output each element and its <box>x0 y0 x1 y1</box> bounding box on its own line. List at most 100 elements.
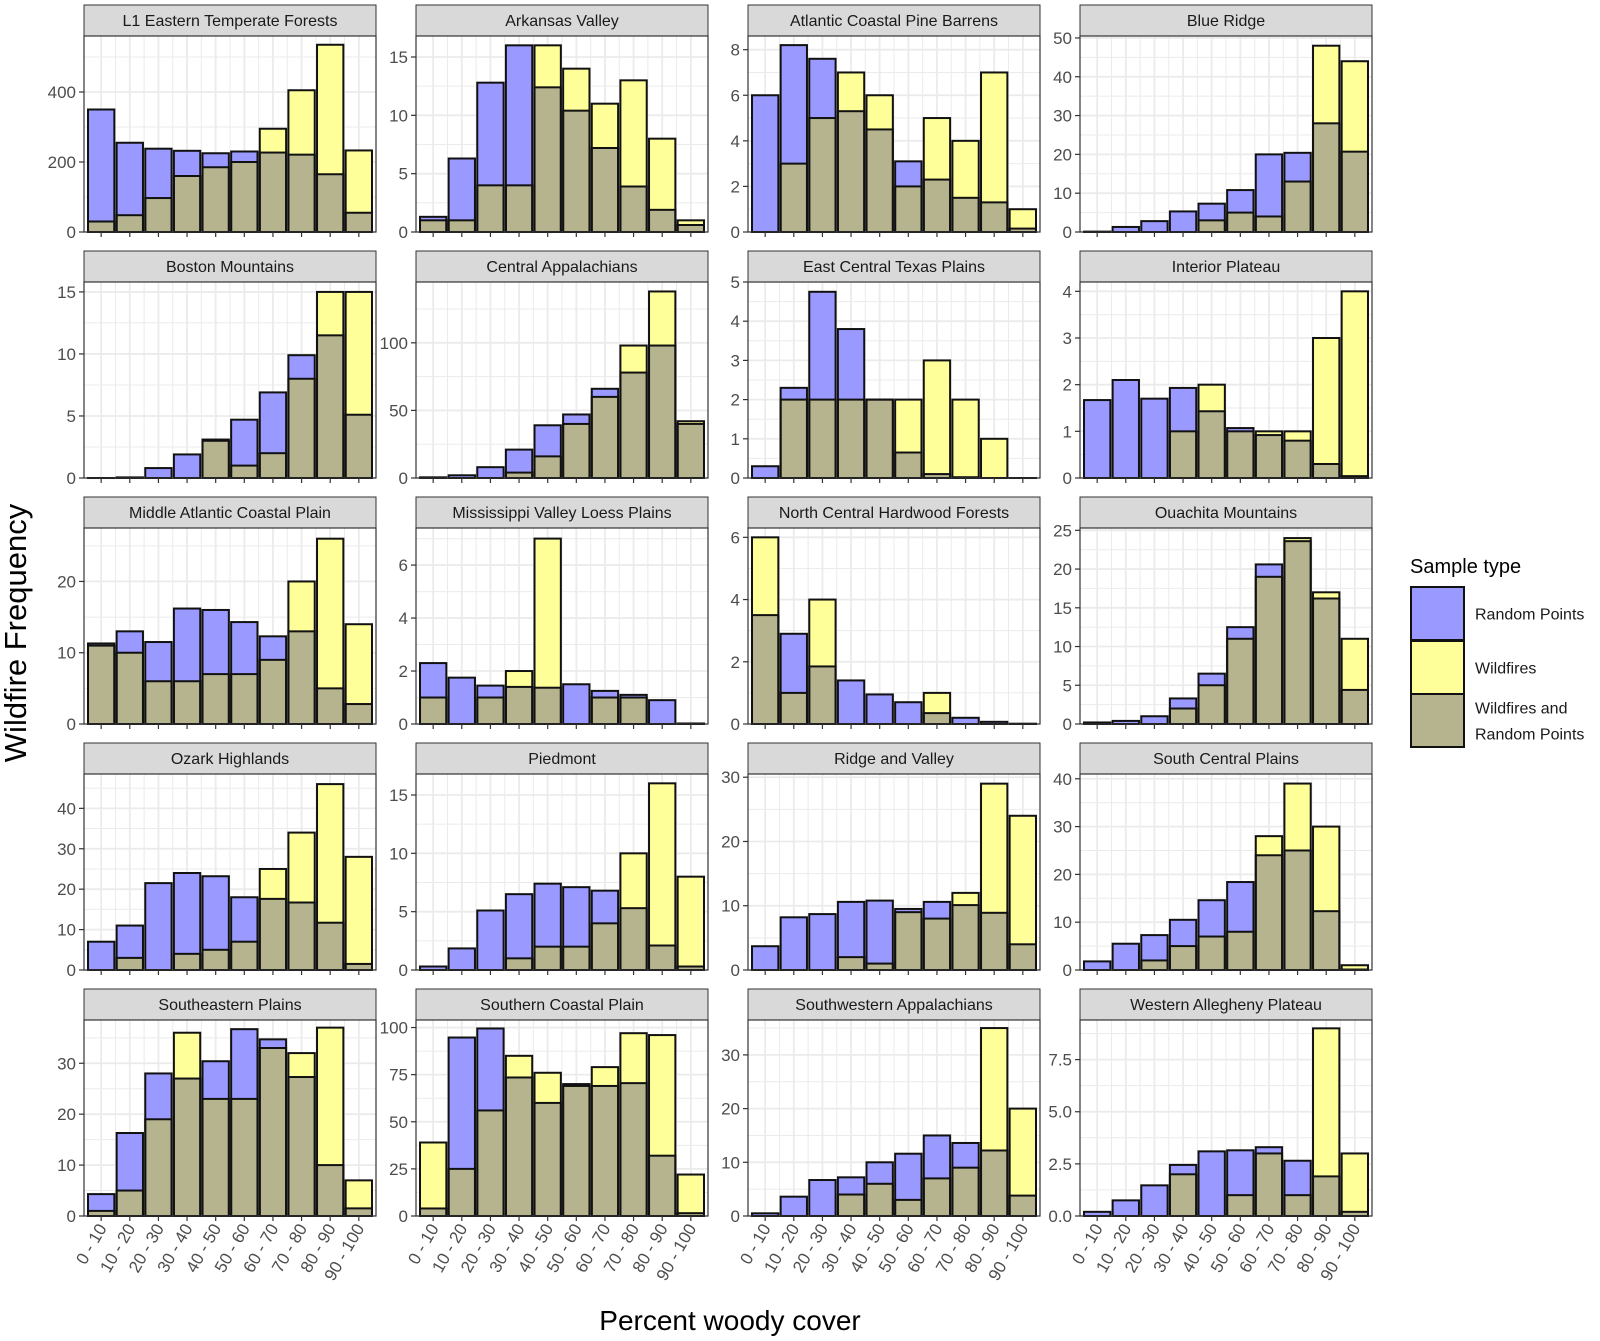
overlap-bar <box>981 1150 1008 1216</box>
overlap-bar <box>649 1155 676 1216</box>
y-tick-label: 15 <box>389 786 408 805</box>
random-points-bar <box>173 150 201 176</box>
overlap-bar <box>1227 931 1254 970</box>
overlap-bar <box>981 202 1008 232</box>
overlap-bar <box>345 212 372 232</box>
random-points-bar <box>923 901 951 919</box>
random-points-bar <box>620 694 647 698</box>
random-points-bar <box>1227 190 1254 213</box>
panel: Blue Ridge 0 10 20 30 40 50 <box>1053 4 1373 242</box>
wildfires-bar <box>1255 836 1283 856</box>
wildfires-bar <box>677 421 704 424</box>
y-tick-label: 10 <box>57 644 76 663</box>
panel-title: Piedmont <box>528 751 596 768</box>
overlap-bar <box>477 1110 504 1216</box>
wildfires-bar <box>317 44 344 175</box>
y-tick-label: 30 <box>1053 107 1072 126</box>
random-points-bar <box>895 161 922 187</box>
random-points-bar <box>1198 1151 1225 1216</box>
y-tick-label: 100 <box>380 334 408 353</box>
random-points-bar <box>809 1180 836 1216</box>
overlap-bar <box>202 440 229 478</box>
panel-title: North Central Hardwood Forests <box>779 505 1009 522</box>
wildfires-bar <box>923 360 951 475</box>
panel-strip <box>747 742 1041 775</box>
y-tick-label: 1 <box>1063 422 1072 441</box>
y-tick-label: 2.5 <box>1048 1155 1072 1174</box>
wildfires-bar <box>534 538 561 688</box>
wildfires-bar <box>1009 815 1036 945</box>
random-points-bar <box>752 946 779 970</box>
overlap-bar <box>620 1083 647 1216</box>
wildfires-bar <box>591 1067 619 1086</box>
overlap-bar <box>809 399 836 478</box>
y-tick-label: 0 <box>399 469 408 488</box>
y-tick-label: 15 <box>57 283 76 302</box>
overlap-bar <box>173 1078 201 1216</box>
random-points-bar <box>448 948 475 970</box>
panel-border <box>1079 773 1373 971</box>
random-points-bar <box>1112 226 1139 232</box>
wildfires-bar <box>866 95 893 130</box>
overlap-bar <box>477 697 504 724</box>
overlap-bar <box>534 687 561 724</box>
overlap-bar <box>620 372 647 478</box>
overlap-bar <box>1255 216 1283 232</box>
random-points-bar <box>88 941 115 970</box>
wildfires-bar <box>620 1033 647 1084</box>
panel-border <box>747 1019 1041 1217</box>
random-points-bar <box>895 1153 922 1200</box>
y-tick-label: 10 <box>721 1153 740 1172</box>
overlap-bar <box>952 197 979 232</box>
y-tick-label: 40 <box>1053 770 1072 789</box>
overlap-bar <box>591 923 619 970</box>
overlap-bar <box>116 215 143 232</box>
overlap-bar <box>1341 151 1368 232</box>
random-points-bar <box>173 608 201 682</box>
overlap-bar <box>420 220 447 232</box>
random-points-bar <box>202 153 229 168</box>
panel-title: Atlantic Coastal Pine Barrens <box>790 13 998 30</box>
random-points-bar <box>1255 154 1283 217</box>
random-points-bar <box>448 158 475 221</box>
overlap-bar <box>1198 685 1225 724</box>
overlap-bar <box>1198 220 1225 232</box>
random-points-bar <box>752 1213 779 1216</box>
overlap-bar <box>259 898 287 970</box>
wildfires-bar <box>952 399 979 478</box>
panel-border <box>747 281 1041 479</box>
overlap-bar <box>649 209 676 232</box>
overlap-bar <box>620 186 647 232</box>
panel-title: South Central Plains <box>1153 751 1299 768</box>
overlap-bar <box>1169 708 1197 724</box>
random-points-bar <box>448 677 475 724</box>
panel-title: Mississippi Valley Loess Plains <box>452 505 671 522</box>
random-points-bar <box>448 1037 475 1169</box>
panel-strip <box>747 250 1041 283</box>
panel-strip <box>1079 250 1373 283</box>
y-tick-label: 20 <box>57 1105 76 1124</box>
overlap-bar <box>1255 1153 1283 1216</box>
wildfires-bar <box>345 856 372 964</box>
y-tick-label: 0 <box>399 223 408 242</box>
overlap-bar <box>288 378 315 478</box>
random-points-bar <box>1084 400 1111 478</box>
random-points-bar <box>1112 943 1139 970</box>
random-points-bar <box>837 680 865 724</box>
overlap-bar <box>116 652 143 724</box>
random-points-bar <box>952 1142 979 1168</box>
overlap-bar <box>952 905 979 970</box>
overlap-bar <box>1284 440 1311 478</box>
overlap-bar <box>288 154 315 232</box>
wildfires-bar <box>288 1053 315 1078</box>
random-points-bar <box>895 908 922 913</box>
random-points-bar <box>1227 627 1254 639</box>
random-points-bar <box>1141 1185 1168 1216</box>
panel-title: Central Appalachians <box>486 259 637 276</box>
wildfires-bar <box>923 692 951 714</box>
panel: North Central Hardwood Forests 0 2 4 6 <box>731 496 1041 734</box>
panel: Interior Plateau 0 1 2 3 4 <box>1063 250 1373 488</box>
overlap-bar <box>563 423 590 478</box>
